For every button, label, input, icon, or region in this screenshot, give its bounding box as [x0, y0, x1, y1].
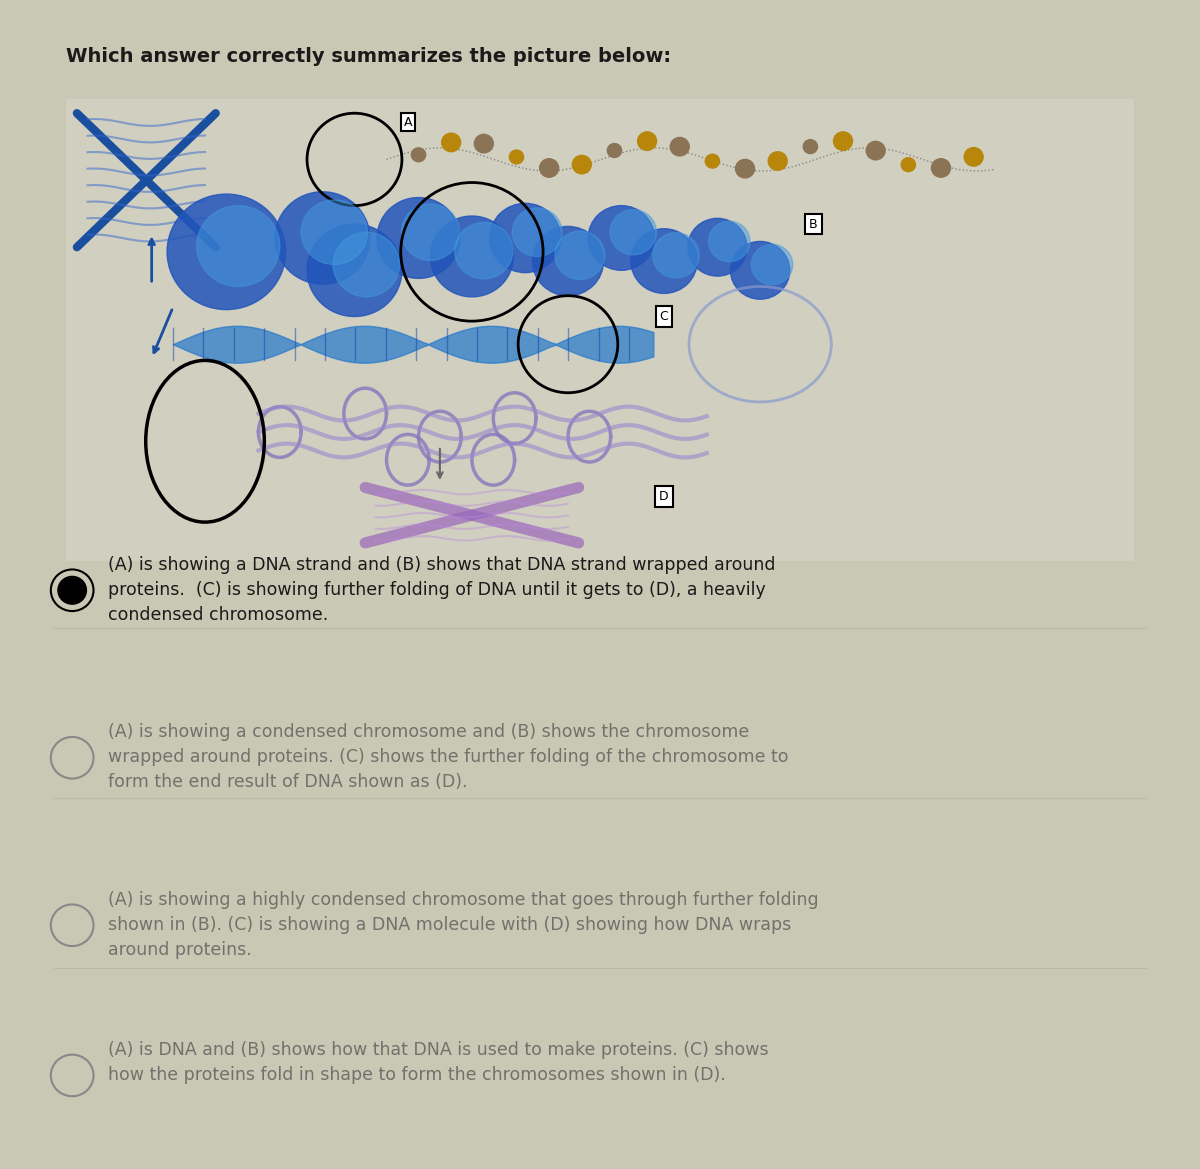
- Circle shape: [588, 206, 654, 270]
- Circle shape: [167, 194, 286, 310]
- Circle shape: [540, 159, 559, 178]
- Circle shape: [401, 203, 460, 261]
- Circle shape: [334, 233, 400, 297]
- Circle shape: [688, 219, 748, 276]
- FancyBboxPatch shape: [66, 99, 1134, 561]
- Text: A: A: [403, 116, 412, 129]
- Circle shape: [512, 208, 562, 256]
- Circle shape: [474, 134, 493, 153]
- Text: (A) is showing a highly condensed chromosome that goes through further folding
s: (A) is showing a highly condensed chromo…: [108, 891, 818, 959]
- Circle shape: [442, 133, 461, 152]
- Circle shape: [412, 147, 426, 161]
- Text: (A) is showing a condensed chromosome and (B) shows the chromosome
wrapped aroun: (A) is showing a condensed chromosome an…: [108, 724, 788, 791]
- Circle shape: [731, 242, 790, 299]
- Text: (A) is showing a DNA strand and (B) shows that DNA strand wrapped around
protein: (A) is showing a DNA strand and (B) show…: [108, 555, 775, 623]
- Circle shape: [964, 147, 983, 166]
- Text: (A) is DNA and (B) shows how that DNA is used to make proteins. (C) shows
how th: (A) is DNA and (B) shows how that DNA is…: [108, 1040, 768, 1084]
- Circle shape: [631, 229, 697, 293]
- Circle shape: [533, 227, 604, 296]
- Circle shape: [377, 198, 460, 278]
- Circle shape: [509, 150, 523, 164]
- Circle shape: [751, 244, 793, 285]
- Circle shape: [901, 158, 916, 172]
- Text: C: C: [660, 310, 668, 323]
- Circle shape: [490, 203, 560, 272]
- Circle shape: [607, 144, 622, 158]
- Circle shape: [301, 200, 367, 264]
- Text: D: D: [659, 490, 668, 503]
- Circle shape: [768, 152, 787, 171]
- Circle shape: [931, 159, 950, 178]
- Circle shape: [637, 132, 656, 151]
- Circle shape: [653, 233, 700, 278]
- Text: Which answer correctly summarizes the picture below:: Which answer correctly summarizes the pi…: [66, 48, 671, 67]
- Circle shape: [671, 138, 689, 155]
- Circle shape: [866, 141, 886, 160]
- Circle shape: [708, 221, 750, 262]
- Circle shape: [706, 154, 720, 168]
- Circle shape: [554, 231, 605, 279]
- Circle shape: [834, 132, 852, 151]
- Circle shape: [307, 224, 402, 317]
- Circle shape: [572, 155, 592, 174]
- Circle shape: [197, 206, 280, 286]
- Circle shape: [736, 159, 755, 178]
- Circle shape: [431, 216, 514, 297]
- Text: B: B: [809, 217, 818, 230]
- Circle shape: [58, 576, 86, 604]
- Circle shape: [455, 222, 512, 279]
- Circle shape: [610, 209, 656, 255]
- Circle shape: [803, 139, 817, 153]
- Circle shape: [275, 192, 370, 284]
